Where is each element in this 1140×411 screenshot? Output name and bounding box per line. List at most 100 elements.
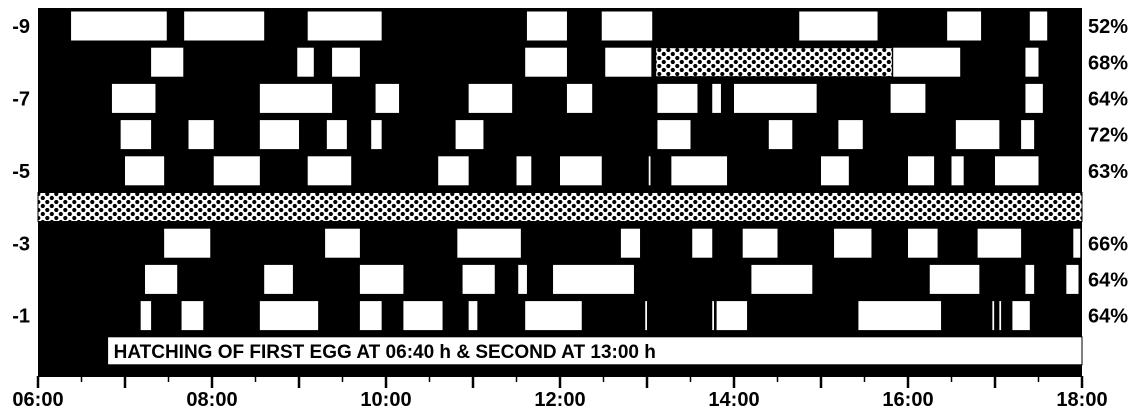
activity-bout	[259, 120, 299, 150]
activity-bout	[999, 301, 1002, 331]
activity-bout	[213, 156, 260, 186]
day-label: -9	[12, 16, 30, 38]
activity-bout	[692, 228, 713, 258]
activity-bout	[955, 120, 1000, 150]
activity-bout	[751, 264, 813, 294]
hatching-banner: HATCHING OF FIRST EGG AT 06:40 h & SECON…	[107, 336, 1083, 366]
percent-label: 66%	[1088, 233, 1128, 255]
activity-bout	[184, 11, 265, 41]
activity-bout	[1029, 11, 1048, 41]
activity-bout	[516, 156, 532, 186]
activity-bout	[259, 83, 333, 113]
activity-bout	[560, 156, 602, 186]
activity-bout	[462, 264, 495, 294]
activity-bout	[403, 301, 443, 331]
activity-bout	[1025, 264, 1035, 294]
activity-bout	[264, 264, 293, 294]
activity-bout	[145, 264, 178, 294]
banner-box	[107, 336, 1083, 366]
activity-bout	[657, 83, 698, 113]
x-tick-label: 12:00	[534, 389, 585, 411]
activity-bout	[992, 301, 995, 331]
activity-bout	[657, 120, 691, 150]
dotted-block	[37, 192, 1083, 222]
percent-label: 64%	[1088, 306, 1128, 328]
activity-bout	[1066, 264, 1079, 294]
activity-bout	[648, 156, 651, 186]
activity-bout	[525, 301, 582, 331]
percent-label: 64%	[1088, 270, 1128, 292]
activity-bout	[188, 120, 214, 150]
activity-bout	[359, 301, 382, 331]
activity-bout	[1025, 83, 1043, 113]
activity-bout	[1073, 228, 1081, 258]
activity-bout	[307, 11, 382, 41]
activity-bout	[671, 156, 728, 186]
activity-bout	[181, 301, 204, 331]
activity-bout	[332, 47, 360, 77]
percent-label: 72%	[1088, 125, 1128, 147]
activity-bout	[1021, 120, 1035, 150]
activity-bout	[297, 47, 314, 77]
activity-bout	[947, 11, 982, 41]
activity-bout	[712, 83, 721, 113]
activity-bout	[325, 228, 360, 258]
activity-bout	[605, 47, 652, 77]
day-label: -3	[12, 233, 30, 255]
activity-bout	[977, 228, 1022, 258]
activity-bout	[151, 47, 184, 77]
activity-bout	[834, 228, 872, 258]
percent-labels: 52% 68% 64% 72% 63% 66% 64% 64%	[1088, 16, 1128, 328]
activity-bout	[359, 264, 404, 294]
activity-bout	[125, 156, 165, 186]
activity-bout	[307, 156, 352, 186]
x-axis-ticks: 06:00 08:00 10:00 12:00 14:00 16:00 18:00	[12, 376, 1108, 411]
activity-bout	[326, 120, 347, 150]
activity-bout	[893, 47, 961, 77]
activity-bout	[468, 83, 513, 113]
activity-bout	[71, 11, 167, 41]
activity-bout	[164, 228, 211, 258]
dotted-block	[655, 47, 893, 78]
activity-bout	[111, 83, 156, 113]
activity-bout	[645, 301, 647, 331]
activity-bout	[716, 301, 748, 331]
activity-bout	[259, 301, 319, 331]
activity-bout	[995, 156, 1039, 186]
activity-bout	[371, 120, 382, 150]
day-label: -7	[12, 89, 30, 111]
activity-bout	[742, 228, 778, 258]
activity-bouts	[37, 11, 1083, 331]
day-labels: -9 -7 -5 -3 -1	[12, 16, 30, 328]
day-label: -5	[12, 161, 30, 183]
activity-bout	[799, 11, 878, 41]
activity-bout	[120, 120, 152, 150]
percent-label: 68%	[1088, 52, 1128, 74]
activity-bout	[526, 11, 567, 41]
activity-bout	[858, 301, 942, 331]
activity-bout	[951, 156, 964, 186]
x-tick-label: 14:00	[708, 389, 759, 411]
x-tick-label: 10:00	[360, 389, 411, 411]
activity-bout	[890, 83, 926, 113]
activity-bout	[734, 83, 817, 113]
x-tick-label: 08:00	[186, 389, 237, 411]
day-label: -1	[12, 306, 30, 328]
activity-bout	[601, 11, 653, 41]
activity-bout	[455, 120, 484, 150]
percent-label: 63%	[1088, 161, 1128, 183]
activity-bout	[457, 228, 521, 258]
activity-bout	[468, 301, 478, 331]
activity-bout	[566, 83, 593, 113]
activity-bout	[908, 228, 938, 258]
activity-bout	[929, 264, 980, 294]
x-tick-label: 06:00	[12, 389, 63, 411]
x-tick-label: 18:00	[1056, 389, 1107, 411]
activity-bout	[1025, 47, 1039, 77]
banner-text: HATCHING OF FIRST EGG AT 06:40 h & SECON…	[114, 342, 656, 363]
activity-bout	[518, 264, 527, 294]
x-tick-label: 16:00	[882, 389, 933, 411]
activity-bout	[553, 264, 634, 294]
activity-bout	[712, 301, 714, 331]
